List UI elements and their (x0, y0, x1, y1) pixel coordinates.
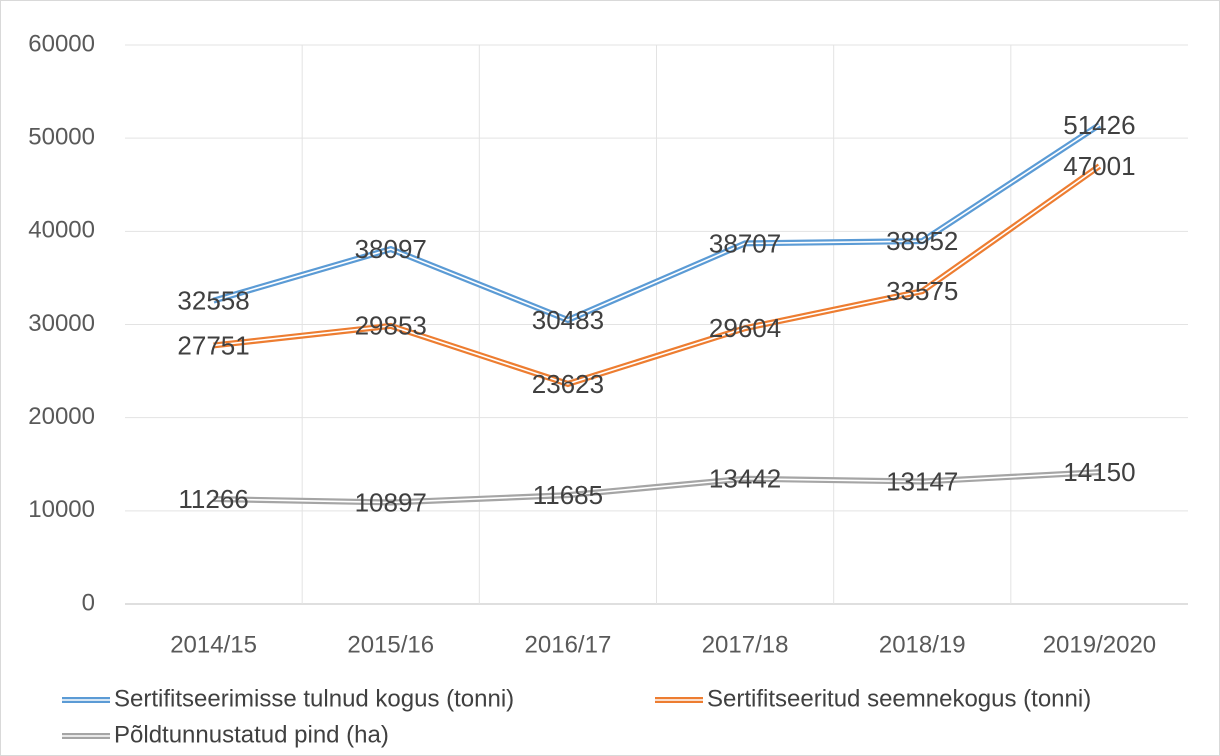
x-tick-label: 2014/15 (170, 631, 257, 658)
y-tick-label: 30000 (28, 310, 95, 337)
data-label: 13442 (709, 464, 781, 494)
data-label: 13147 (886, 466, 958, 496)
legend-label: Sertifitseeritud seemnekogus (tonni) (707, 685, 1091, 712)
y-tick-label: 40000 (28, 217, 95, 244)
series-line-inner (213, 471, 1100, 504)
series-line-inner (213, 165, 1100, 385)
data-label: 51426 (1063, 110, 1135, 140)
series-line-inner (213, 124, 1100, 321)
y-tick-label: 60000 (28, 30, 95, 57)
data-label: 23623 (532, 369, 604, 399)
data-label: 30483 (532, 305, 604, 335)
data-label: 38707 (709, 228, 781, 258)
x-tick-label: 2015/16 (347, 631, 434, 658)
data-label: 38097 (355, 234, 427, 264)
data-label: 11685 (533, 480, 603, 510)
data-label: 29853 (355, 311, 427, 341)
data-label: 32558 (177, 286, 249, 316)
data-label: 14150 (1063, 457, 1135, 487)
y-tick-label: 50000 (28, 124, 95, 151)
x-tick-label: 2019/2020 (1043, 631, 1156, 658)
x-tick-label: 2016/17 (525, 631, 612, 658)
data-label: 29604 (709, 313, 781, 343)
legend-label: Sertifitseerimisse tulnud kogus (tonni) (114, 685, 514, 712)
legend-label: Põldtunnustatud pind (ha) (114, 721, 389, 748)
y-tick-label: 0 (82, 589, 95, 616)
data-label: 11266 (178, 484, 248, 514)
y-tick-label: 20000 (28, 403, 95, 430)
x-tick-label: 2017/18 (702, 631, 789, 658)
data-label: 38952 (886, 226, 958, 256)
data-label: 47001 (1063, 151, 1135, 181)
x-tick-label: 2018/19 (879, 631, 966, 658)
data-label: 33575 (886, 276, 958, 306)
data-label: 27751 (177, 330, 249, 360)
data-label: 10897 (355, 487, 427, 517)
y-tick-label: 10000 (28, 496, 95, 523)
